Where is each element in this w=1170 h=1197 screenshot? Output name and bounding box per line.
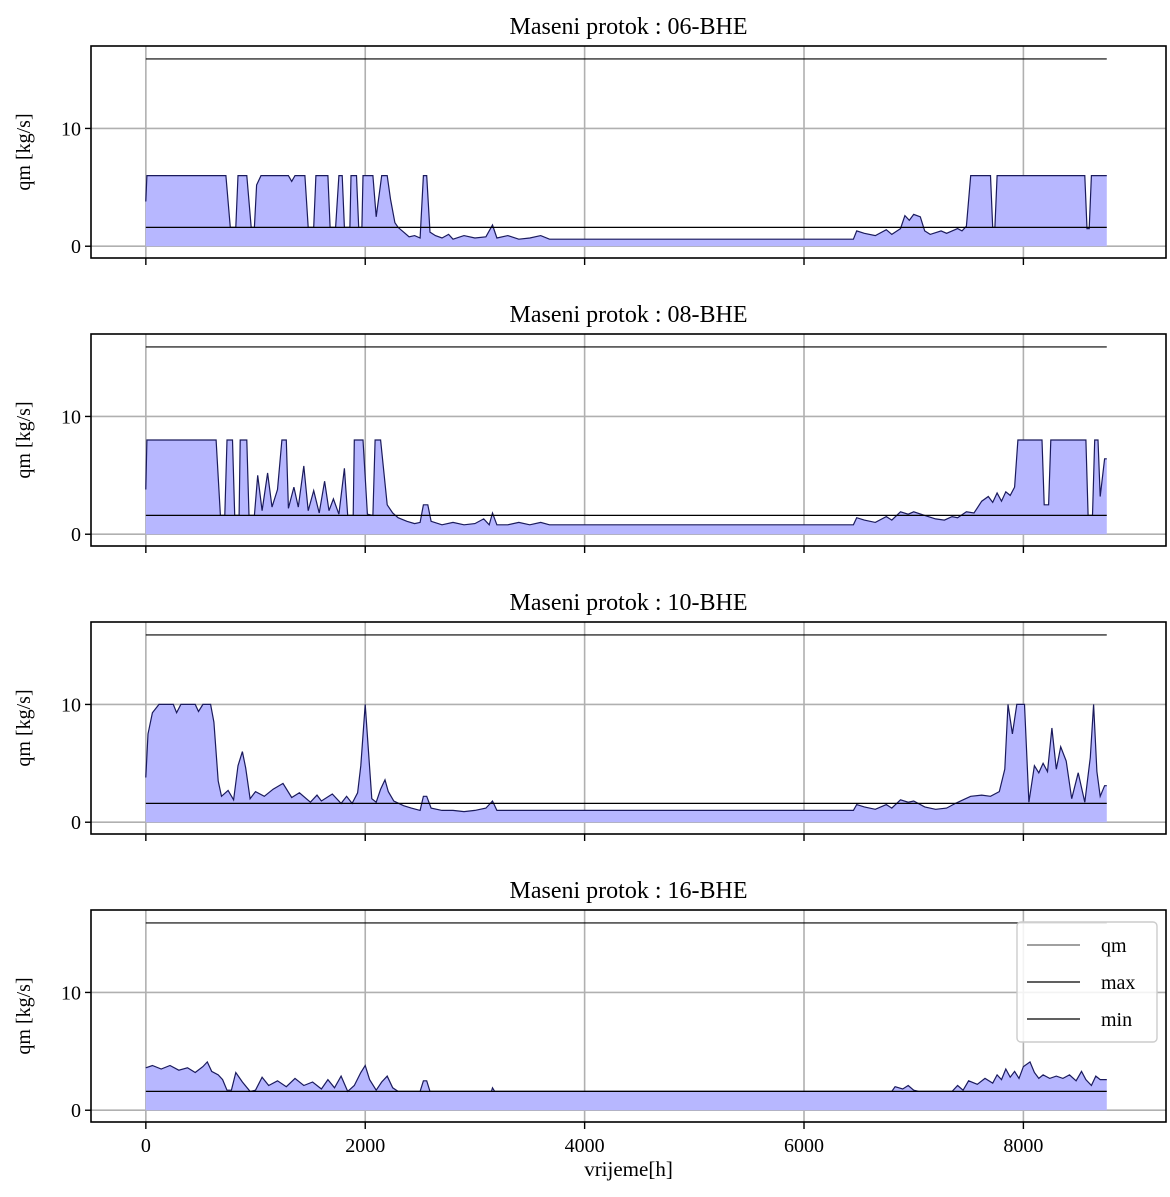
y-axis-label: qm [kg/s] bbox=[13, 113, 35, 190]
x-tick-label: 8000 bbox=[1003, 1135, 1043, 1157]
subplot-title: Maseni protok : 06-BHE bbox=[510, 14, 748, 40]
subplot-1: Maseni protok : 08-BHE 0 10 qm [kg/s] bbox=[13, 302, 1167, 553]
x-tick-label: 6000 bbox=[784, 1135, 824, 1157]
y-axis-label: qm [kg/s] bbox=[13, 401, 35, 478]
qm-line bbox=[145, 439, 1107, 526]
axes-frame bbox=[90, 909, 1167, 1123]
y-tick-label: 10 bbox=[61, 118, 81, 140]
qm-area bbox=[145, 1061, 1107, 1111]
legend-label: max bbox=[1101, 972, 1135, 994]
y-tick-label: 10 bbox=[61, 982, 81, 1004]
qm-line bbox=[145, 175, 1107, 240]
y-tick-label: 10 bbox=[61, 406, 81, 428]
legend-label: qm bbox=[1101, 935, 1127, 957]
qm-area bbox=[145, 175, 1107, 247]
y-axis-label: qm [kg/s] bbox=[13, 977, 35, 1054]
subplot-title: Maseni protok : 10-BHE bbox=[510, 590, 748, 616]
legend-label: min bbox=[1101, 1009, 1132, 1031]
legend-box bbox=[1016, 921, 1158, 1043]
qm-line bbox=[145, 1060, 1107, 1093]
y-tick-label: 0 bbox=[71, 812, 81, 834]
subplot-2: Maseni protok : 10-BHE 0 10 qm [kg/s] bbox=[13, 590, 1167, 841]
qm-line bbox=[145, 703, 1107, 813]
qm-area bbox=[145, 440, 1107, 535]
x-tick-label: 2000 bbox=[345, 1135, 385, 1157]
y-tick-label: 0 bbox=[71, 524, 81, 546]
x-tick-label: 0 bbox=[141, 1135, 151, 1157]
subplot-title: Maseni protok : 08-BHE bbox=[510, 302, 748, 328]
x-tick-label: 4000 bbox=[565, 1135, 605, 1157]
subplot-3: Maseni protok : 16-BHE 0 10 0 2000 4000 6000 80… bbox=[13, 878, 1167, 1157]
y-axis-label: qm [kg/s] bbox=[13, 689, 35, 766]
y-tick-label: 0 bbox=[71, 1100, 81, 1122]
axes-frame bbox=[90, 45, 1167, 259]
axes-frame bbox=[90, 333, 1167, 547]
qm-area bbox=[145, 704, 1107, 823]
subplot-0: Maseni protok : 06-BHE 0 10 qm [kg/s] bbox=[13, 14, 1167, 265]
legend: qm max min bbox=[1016, 921, 1158, 1043]
y-tick-label: 0 bbox=[71, 236, 81, 258]
x-axis-label: vrijeme[h] bbox=[584, 1157, 673, 1181]
axes-frame bbox=[90, 621, 1167, 835]
y-tick-label: 10 bbox=[61, 694, 81, 716]
subplot-title: Maseni protok : 16-BHE bbox=[510, 878, 748, 904]
